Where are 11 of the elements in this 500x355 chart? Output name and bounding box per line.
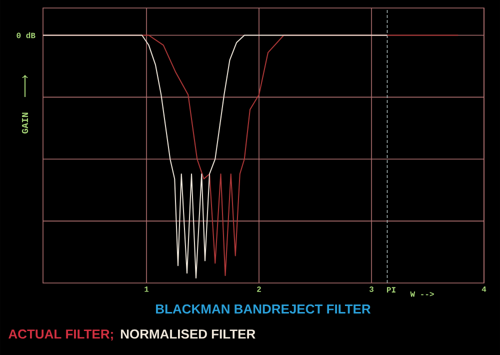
x-tick-label: 4 — [482, 286, 486, 292]
y-axis-title: GAIN — [22, 112, 28, 134]
text: NORMALISED FILTER — [120, 329, 256, 339]
text: ACTUAL FILTER; — [8, 329, 113, 341]
x-tick-label: 2 — [257, 286, 261, 292]
text: BLACKMAN BANDREJECT FILTER — [156, 304, 371, 314]
text: 0 dB — [16, 32, 36, 38]
x-tick-label: 3 — [369, 286, 374, 292]
ref-line-label: PI — [386, 287, 396, 292]
x-tick-label: 1 — [144, 286, 149, 292]
x-axis-title: W --> — [410, 292, 434, 297]
